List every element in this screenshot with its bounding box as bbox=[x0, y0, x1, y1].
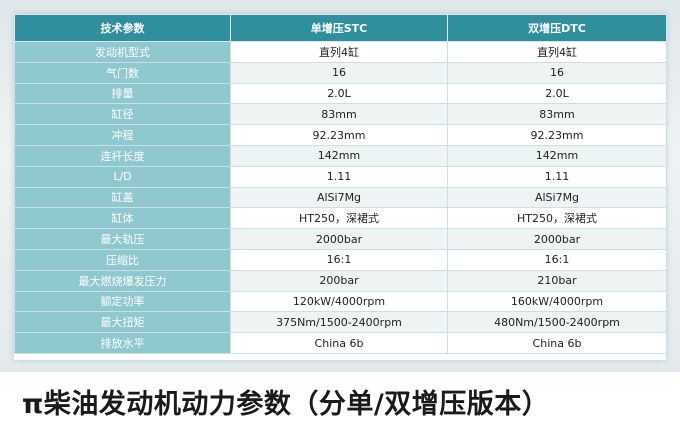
row-dtc-value: 210bar bbox=[447, 269, 667, 292]
table-row: 额定功率 120kW/4000rpm 160kW/4000rpm bbox=[14, 290, 667, 313]
table-row: 最大轨压 2000bar 2000bar bbox=[14, 228, 667, 250]
row-label: 排量 bbox=[14, 82, 231, 105]
table-row: 发动机型式 直列4缸 直列4缸 bbox=[14, 41, 667, 63]
table-row: 缸体 HT250，深裙式 HT250，深裙式 bbox=[14, 207, 667, 230]
row-dtc-value: 直列4缸 bbox=[447, 41, 667, 63]
row-dtc-value: 142mm bbox=[447, 144, 667, 167]
header-dtc: 双增压DTC bbox=[447, 14, 667, 42]
header-parameter: 技术参数 bbox=[14, 14, 231, 42]
row-stc-value: 142mm bbox=[230, 144, 448, 167]
row-stc-value: 83mm bbox=[230, 103, 448, 126]
table-row: 连杆长度 142mm 142mm bbox=[14, 144, 667, 167]
row-stc-value: 2.0L bbox=[230, 82, 448, 105]
row-dtc-value: AlSi7Mg bbox=[447, 186, 667, 209]
table-header-row: 技术参数 单增压STC 双增压DTC bbox=[14, 14, 667, 42]
row-label: 发动机型式 bbox=[14, 41, 231, 63]
table-row: 排放水平 China 6b China 6b bbox=[14, 332, 667, 354]
table-row: 气门数 16 16 bbox=[14, 61, 667, 84]
table-body: 发动机型式 直列4缸 直列4缸 气门数 16 16 排量 2.0L 2.0L 缸径 83mm 83mm… bbox=[14, 41, 667, 354]
row-dtc-value: 2.0L bbox=[447, 82, 667, 105]
table-row: L/D 1.11 1.11 bbox=[14, 165, 667, 188]
row-stc-value: 375Nm/1500-2400rpm bbox=[230, 311, 448, 334]
table-row: 排量 2.0L 2.0L bbox=[14, 82, 667, 105]
row-label: 最大扭矩 bbox=[14, 311, 231, 334]
row-label: 连杆长度 bbox=[14, 144, 231, 167]
spec-table: 技术参数 单增压STC 双增压DTC 发动机型式 直列4缸 直列4缸 气门数 16 16 排… bbox=[14, 14, 667, 354]
row-stc-value: 1.11 bbox=[230, 165, 448, 188]
table-row: 最大燃烧爆发压力 200bar 210bar bbox=[14, 269, 667, 292]
row-label: 缸径 bbox=[14, 103, 231, 126]
header-stc: 单增压STC bbox=[230, 14, 448, 42]
table-row: 缸盖 AlSi7Mg AlSi7Mg bbox=[14, 186, 667, 209]
row-stc-value: AlSi7Mg bbox=[230, 186, 448, 209]
row-dtc-value: HT250，深裙式 bbox=[447, 207, 667, 230]
row-stc-value: 16 bbox=[230, 61, 448, 84]
table-row: 最大扭矩 375Nm/1500-2400rpm 480Nm/1500-2400rpm bbox=[14, 311, 667, 334]
row-stc-value: 92.23mm bbox=[230, 124, 448, 146]
row-label: 冲程 bbox=[14, 124, 231, 146]
row-label: 压缩比 bbox=[14, 248, 231, 271]
row-label: L/D bbox=[14, 165, 231, 188]
row-dtc-value: China 6b bbox=[447, 332, 667, 354]
row-label: 缸体 bbox=[14, 207, 231, 230]
table-row: 压缩比 16:1 16:1 bbox=[14, 248, 667, 271]
row-label: 气门数 bbox=[14, 61, 231, 84]
row-stc-value: 200bar bbox=[230, 269, 448, 292]
row-stc-value: 2000bar bbox=[230, 228, 448, 250]
table-row: 冲程 92.23mm 92.23mm bbox=[14, 124, 667, 146]
row-label: 缸盖 bbox=[14, 186, 231, 209]
row-dtc-value: 92.23mm bbox=[447, 124, 667, 146]
row-label: 最大轨压 bbox=[14, 228, 231, 250]
row-stc-value: 直列4缸 bbox=[230, 41, 448, 63]
row-dtc-value: 16 bbox=[447, 61, 667, 84]
row-label: 最大燃烧爆发压力 bbox=[14, 269, 231, 292]
row-stc-value: 120kW/4000rpm bbox=[230, 290, 448, 313]
row-dtc-value: 1.11 bbox=[447, 165, 667, 188]
row-stc-value: 16:1 bbox=[230, 248, 448, 271]
row-dtc-value: 83mm bbox=[447, 103, 667, 126]
row-dtc-value: 160kW/4000rpm bbox=[447, 290, 667, 313]
caption-bar: π柴油发动机动力参数（分单/双增压版本） bbox=[0, 372, 680, 432]
row-stc-value: HT250，深裙式 bbox=[230, 207, 448, 230]
row-label: 额定功率 bbox=[14, 290, 231, 313]
row-dtc-value: 16:1 bbox=[447, 248, 667, 271]
caption-title: π柴油发动机动力参数（分单/双增压版本） bbox=[22, 389, 550, 420]
row-dtc-value: 2000bar bbox=[447, 228, 667, 250]
row-label: 排放水平 bbox=[14, 332, 231, 354]
row-stc-value: China 6b bbox=[230, 332, 448, 354]
table-row: 缸径 83mm 83mm bbox=[14, 103, 667, 126]
row-dtc-value: 480Nm/1500-2400rpm bbox=[447, 311, 667, 334]
